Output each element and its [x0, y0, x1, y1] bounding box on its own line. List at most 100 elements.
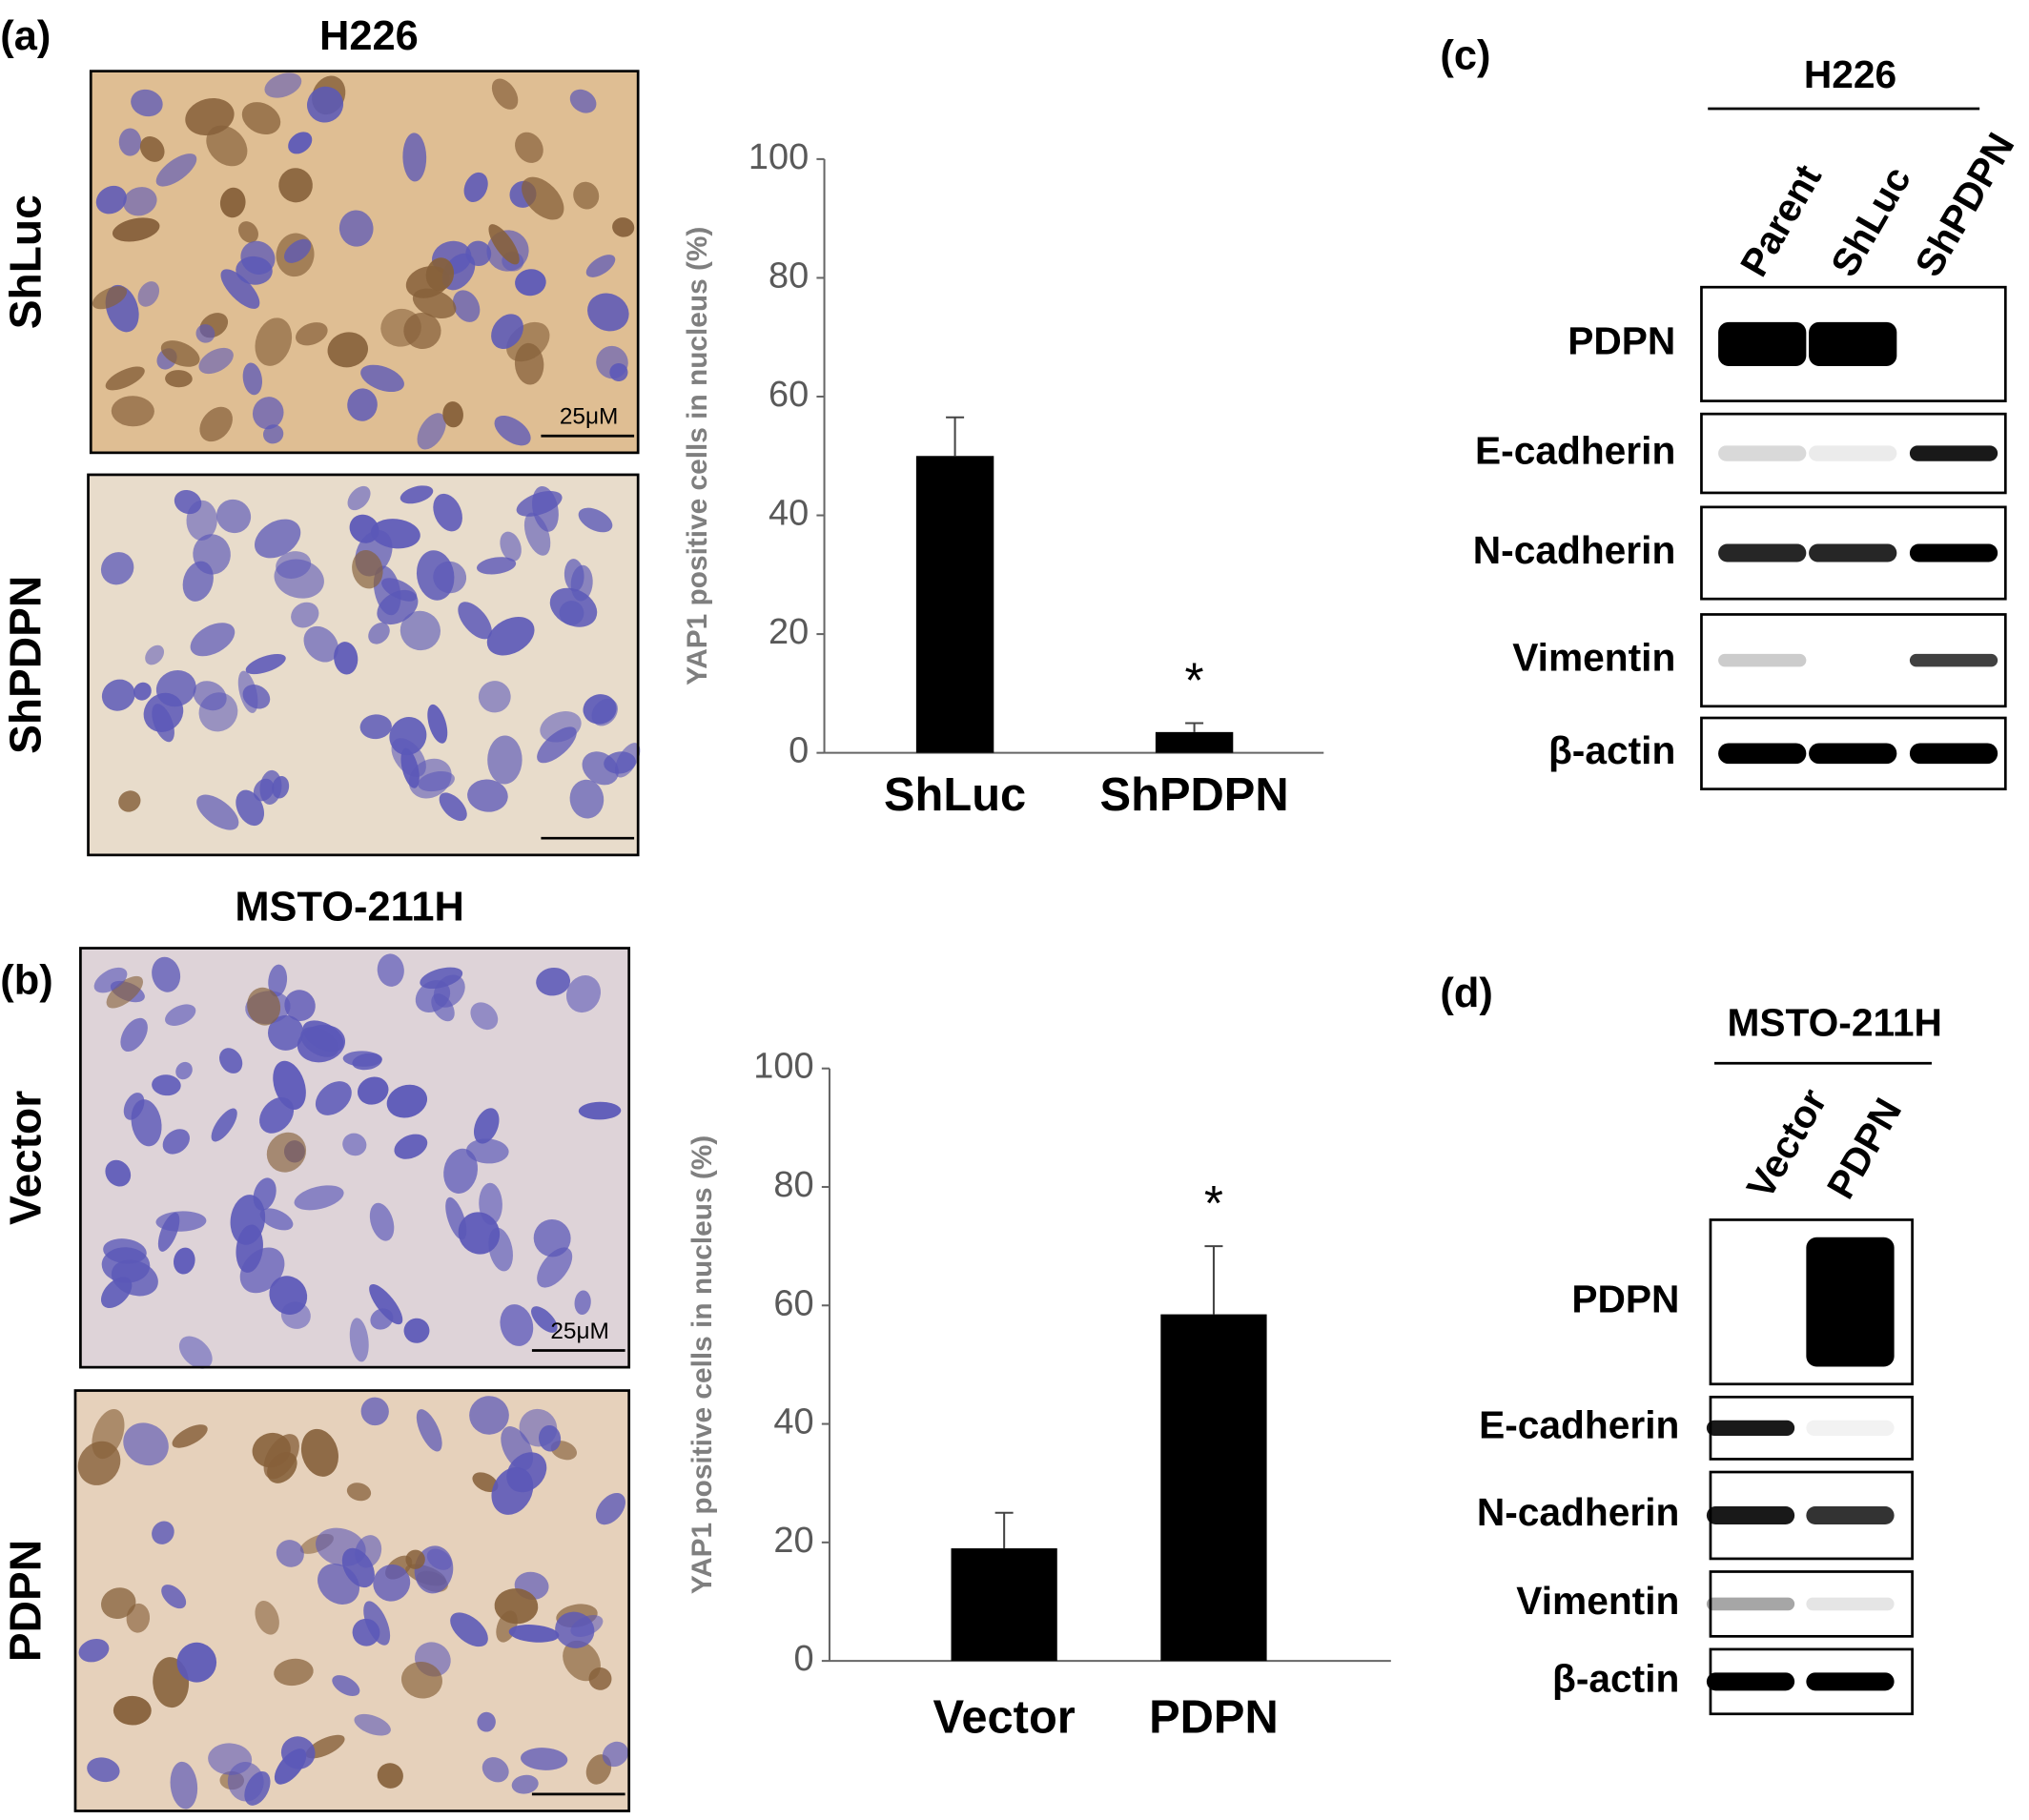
- cell-nucleus: [569, 779, 605, 819]
- cell-nucleus: [574, 1290, 591, 1316]
- cell-nucleus: [515, 132, 543, 163]
- cell-nucleus: [178, 1336, 213, 1369]
- cell-nucleus: [101, 679, 135, 711]
- cell-nucleus: [360, 1397, 389, 1426]
- cell-nucleus: [470, 1002, 499, 1031]
- cell-nucleus: [262, 424, 284, 444]
- cell-nucleus: [236, 789, 265, 827]
- cell-nucleus: [380, 308, 421, 347]
- cell-nucleus: [418, 771, 455, 792]
- cell-nucleus: [259, 1208, 294, 1231]
- micrograph: [79, 947, 631, 1369]
- panel-label: (a): [0, 13, 51, 59]
- cell-nucleus: [296, 322, 328, 346]
- cell-nucleus: [300, 1428, 338, 1477]
- cell-nucleus: [354, 1713, 391, 1736]
- cell-nucleus: [105, 1159, 132, 1187]
- y-axis-label: YAP1 positive cells in nucleus (%): [682, 227, 713, 685]
- blot-title: H226: [1804, 52, 1896, 96]
- blot-band: [1909, 543, 1998, 562]
- blot-band: [1706, 1505, 1795, 1524]
- y-tick-label: 0: [789, 731, 809, 771]
- cell-nucleus: [284, 990, 316, 1021]
- cell-nucleus: [131, 1099, 162, 1147]
- cell-nucleus: [506, 1452, 547, 1493]
- cell-nucleus: [587, 293, 629, 332]
- cell-nucleus: [152, 1521, 174, 1544]
- cell-nucleus: [412, 288, 457, 318]
- x-tick-label: ShLuc: [884, 769, 1026, 821]
- cell-nucleus: [500, 1304, 534, 1346]
- cell-nucleus: [555, 1611, 595, 1648]
- cell-nucleus: [193, 534, 231, 575]
- blot-band: [1806, 1597, 1895, 1611]
- significance-marker: *: [1185, 652, 1204, 707]
- row-label: PDPN: [1568, 319, 1675, 363]
- cell-nucleus: [377, 953, 404, 987]
- cell-nucleus: [252, 397, 284, 430]
- cell-nucleus: [161, 1585, 187, 1609]
- cell-nucleus: [219, 187, 246, 218]
- cell-nucleus: [165, 370, 193, 388]
- blot-band: [1718, 543, 1807, 562]
- micrograph-frame: [79, 947, 631, 1369]
- cell-nucleus: [514, 342, 544, 385]
- x-tick-label: PDPN: [1149, 1691, 1279, 1743]
- cell-nucleus: [439, 792, 467, 822]
- cell-nucleus: [93, 967, 128, 993]
- y-tick-label: 20: [773, 1521, 813, 1561]
- cell-nucleus: [266, 1132, 307, 1173]
- blot-band: [1718, 653, 1807, 667]
- cell-nucleus: [465, 1138, 509, 1164]
- cell-nucleus: [612, 217, 635, 237]
- cell-nucleus: [416, 1409, 442, 1452]
- cell-nucleus: [220, 269, 260, 309]
- cell-nucleus: [400, 1661, 442, 1699]
- blot-band: [1706, 1420, 1795, 1437]
- cell-nucleus: [349, 1318, 369, 1362]
- cell-nucleus: [564, 559, 584, 592]
- cell-nucleus: [288, 132, 313, 154]
- cell-nucleus: [563, 1640, 601, 1682]
- cell-nucleus: [95, 185, 127, 215]
- cell-nucleus: [274, 559, 324, 599]
- error-bar: [946, 416, 965, 457]
- cell-nucleus: [403, 1318, 430, 1343]
- cell-nucleus: [186, 500, 217, 541]
- cell-nucleus: [305, 1734, 345, 1759]
- cell-nucleus: [283, 238, 312, 263]
- cell-nucleus: [442, 401, 463, 428]
- cell-nucleus: [239, 1247, 285, 1294]
- cell-nucleus: [346, 1483, 372, 1502]
- cell-nucleus: [303, 625, 339, 663]
- cell-nucleus: [349, 514, 379, 543]
- cell-nucleus: [405, 1549, 425, 1569]
- cell-nucleus: [185, 97, 235, 136]
- row-label: E-cadherin: [1475, 428, 1675, 472]
- cell-nucleus: [369, 1202, 395, 1241]
- cell-nucleus: [253, 1177, 277, 1211]
- cell-nucleus: [280, 1301, 311, 1329]
- cell-nucleus: [160, 340, 200, 367]
- cell-nucleus: [162, 1129, 190, 1155]
- cell-nucleus: [477, 1711, 496, 1732]
- bar: [951, 1548, 1057, 1662]
- cell-nucleus: [465, 240, 492, 267]
- cell-nucleus: [101, 1587, 136, 1619]
- row-label: ShPDPN: [0, 576, 50, 754]
- y-tick-label: 100: [753, 1047, 813, 1087]
- cell-nucleus: [476, 557, 517, 575]
- cell-nucleus: [199, 406, 233, 442]
- row-label: ShLuc: [0, 194, 50, 329]
- cell-nucleus: [173, 1247, 195, 1275]
- cell-nucleus: [123, 1422, 169, 1466]
- cell-nucleus: [402, 133, 427, 182]
- cell-nucleus: [400, 485, 434, 504]
- cell-nucleus: [487, 735, 523, 785]
- blot-band: [1806, 1237, 1895, 1367]
- cell-nucleus: [216, 499, 252, 534]
- cell-nucleus: [315, 1081, 352, 1115]
- cell-nucleus: [133, 682, 152, 701]
- cell-nucleus: [478, 681, 511, 713]
- cell-nucleus: [578, 1101, 622, 1120]
